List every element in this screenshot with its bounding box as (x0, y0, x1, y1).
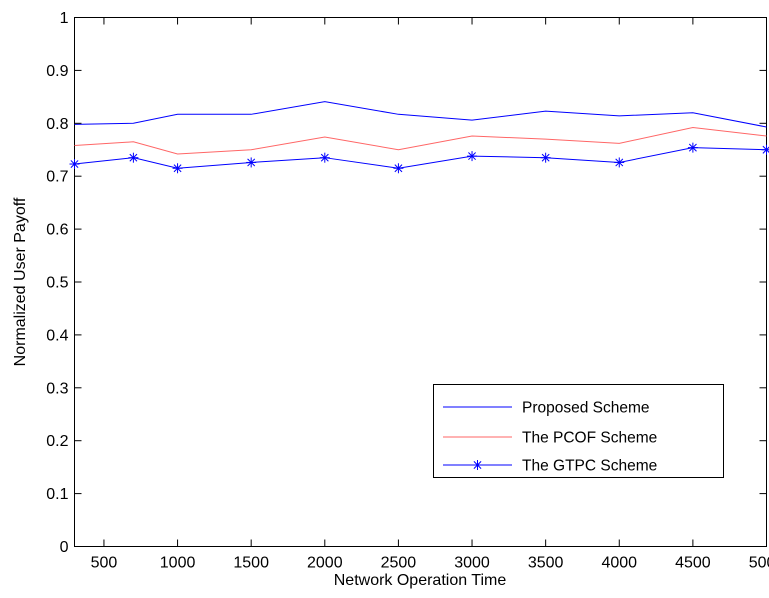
x-tick-label: 3500 (528, 555, 564, 572)
y-tick-label: 1 (60, 10, 69, 27)
series-point-3 (172, 163, 183, 174)
series-point-3 (69, 159, 80, 170)
legend-marker-3 (472, 460, 483, 470)
y-tick-label: 0.9 (46, 63, 68, 80)
x-tick-label: 4500 (675, 555, 711, 572)
series-point-3 (319, 152, 330, 163)
marker-stroke (129, 153, 138, 162)
marker-stroke (70, 160, 79, 168)
y-tick-label: 0.7 (46, 169, 68, 186)
series-point-3 (393, 163, 404, 174)
x-tick-label: 500 (91, 555, 118, 572)
x-tick-label: 2500 (381, 555, 417, 572)
y-tick-label: 0.5 (46, 275, 68, 292)
x-tick-label: 4000 (601, 555, 637, 572)
x-tick-label: 1500 (233, 555, 269, 572)
y-tick-label: 0.6 (46, 222, 68, 239)
series-layer (69, 101, 769, 174)
series-line-2 (74, 127, 767, 155)
legend-label-3: The GTPC Scheme (522, 458, 657, 475)
marker-stroke (541, 153, 550, 162)
y-tick-label: 0.8 (46, 116, 68, 133)
y-tick-label: 0.3 (46, 380, 68, 397)
y-tick-label: 0.2 (46, 433, 68, 450)
x-tick-label: 1000 (160, 555, 196, 572)
marker-stroke (394, 164, 403, 173)
y-tick-label: 0 (60, 539, 69, 556)
marker-stroke (173, 164, 182, 173)
marker-stroke (468, 152, 476, 161)
x-axis-label: Network Operation Time (334, 572, 507, 589)
y-axis-label: Normalized User Payoff (12, 197, 29, 366)
y-axis-ticks: 0 0.1 0.2 0.3 0.4 0.5 0.6 0.7 0.8 0.9 1 (46, 10, 767, 556)
marker-stroke (473, 461, 482, 469)
y-tick-label: 0.1 (46, 486, 68, 503)
series-point-3 (687, 142, 698, 153)
legend-box (433, 384, 724, 478)
x-tick-label: 3000 (454, 555, 490, 572)
legend: Proposed Scheme The PCOF Scheme The GTPC S… (433, 384, 724, 478)
x-tick-label: 2000 (307, 555, 343, 572)
plot-area: 500 1000 1500 2000 2500 3000 3500 4000 4500 50 00 … (46, 10, 769, 572)
legend-label-1: Proposed Scheme (522, 400, 650, 417)
marker-stroke (688, 143, 697, 152)
marker-stroke (247, 158, 256, 167)
series-point-3 (540, 152, 551, 163)
series-point-3 (246, 157, 257, 168)
legend-label-2: The PCOF Scheme (522, 430, 657, 447)
marker-stroke (615, 158, 624, 167)
series-point-3 (467, 151, 478, 162)
series-line-1 (74, 101, 767, 128)
series-point-3 (614, 157, 625, 168)
y-tick-label: 0.4 (46, 327, 68, 344)
marker-stroke (320, 153, 329, 162)
series-point-3 (128, 152, 139, 163)
